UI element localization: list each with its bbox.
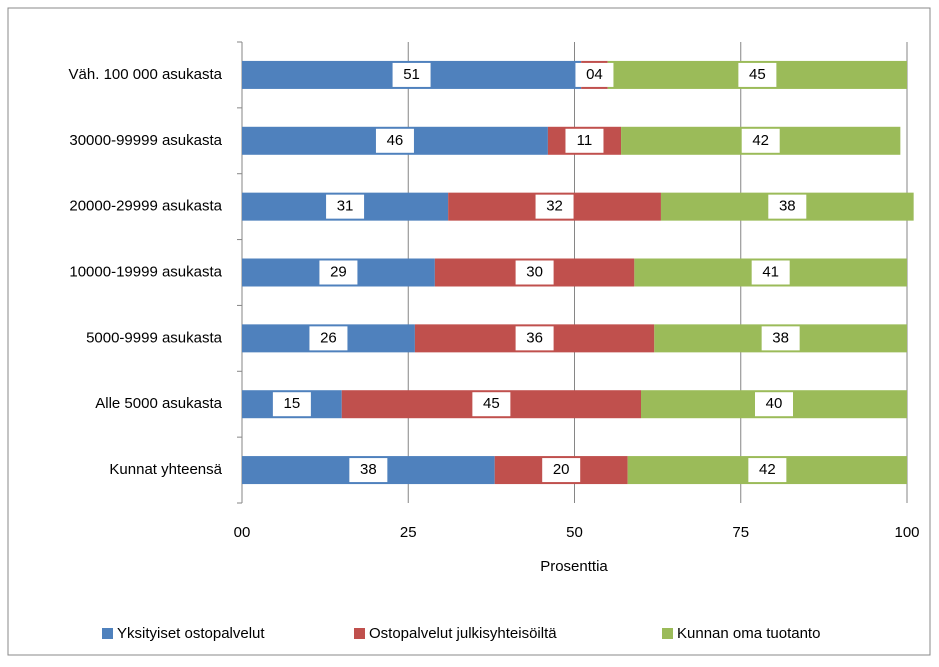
data-label: 41 (762, 263, 779, 280)
data-label-box (319, 260, 358, 285)
legend-swatch (354, 628, 365, 639)
data-label: 36 (526, 329, 543, 346)
data-label-box (565, 128, 604, 153)
x-axis-label: Prosenttia (540, 558, 608, 575)
y-tick-label: 10000-19999 asukasta (69, 263, 222, 280)
legend-label: Kunnan oma tuotanto (677, 625, 820, 642)
data-label-box (392, 62, 431, 87)
data-label-box (575, 62, 614, 87)
data-label: 38 (772, 329, 789, 346)
data-label: 42 (759, 461, 776, 478)
data-label-box (751, 260, 790, 285)
legend-swatch (102, 628, 113, 639)
x-tick-label: 100 (894, 524, 919, 541)
y-tick-label: 30000-99999 asukasta (69, 132, 222, 149)
y-tick-label: 5000-9999 asukasta (86, 329, 223, 346)
data-label: 38 (779, 198, 796, 215)
data-label-box (761, 326, 800, 351)
data-label: 45 (749, 66, 766, 83)
data-label-box (309, 326, 348, 351)
data-label-box (472, 392, 511, 417)
data-label: 38 (360, 461, 377, 478)
y-tick-label: Kunnat yhteensä (109, 461, 222, 478)
data-label: 29 (330, 263, 347, 280)
x-tick-label: 25 (400, 524, 417, 541)
data-label-box (375, 128, 414, 153)
data-label-box (349, 458, 388, 483)
data-label: 30 (526, 263, 543, 280)
data-label: 31 (337, 198, 354, 215)
data-label-box (768, 194, 807, 219)
data-label: 51 (403, 66, 420, 83)
data-label: 20 (553, 461, 570, 478)
data-label: 32 (546, 198, 563, 215)
data-label: 11 (577, 132, 593, 149)
data-label-box (535, 194, 574, 219)
data-label: 15 (284, 395, 301, 412)
data-label-box (741, 128, 780, 153)
data-label: 26 (320, 329, 337, 346)
data-label-box (272, 392, 311, 417)
data-label-box (515, 260, 554, 285)
data-label: 40 (766, 395, 783, 412)
x-tick-label: 75 (732, 524, 749, 541)
data-label-box (515, 326, 554, 351)
x-tick-label: 00 (234, 524, 251, 541)
y-tick-label: Väh. 100 000 asukasta (69, 66, 223, 83)
data-label: 46 (387, 132, 404, 149)
data-label: 42 (752, 132, 769, 149)
data-label-box (326, 194, 365, 219)
data-label-box (748, 458, 787, 483)
y-tick-label: 20000-29999 asukasta (69, 198, 222, 215)
data-label-box (755, 392, 793, 417)
data-label-box (542, 458, 581, 483)
x-tick-label: 50 (566, 524, 583, 541)
legend-swatch (662, 628, 673, 639)
y-tick-label: Alle 5000 asukasta (95, 395, 222, 412)
legend-label: Ostopalvelut julkisyhteisöiltä (369, 625, 557, 642)
data-label: 45 (483, 395, 500, 412)
legend-label: Yksityiset ostopalvelut (117, 625, 265, 642)
data-label: 04 (586, 66, 603, 83)
data-label-box (738, 62, 777, 87)
